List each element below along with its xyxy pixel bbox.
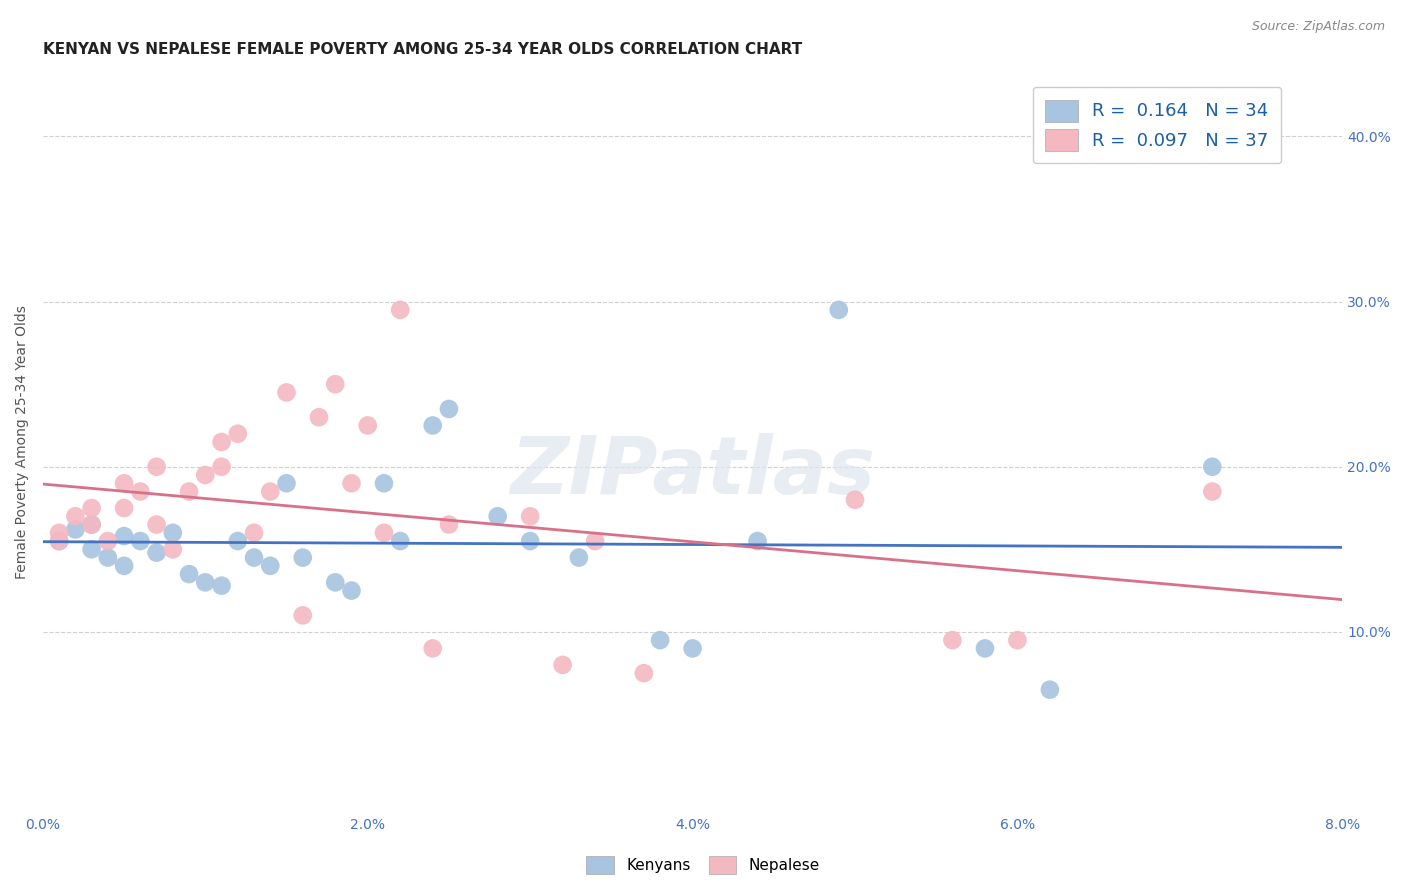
- Point: [633, 666, 655, 681]
- Point: [145, 546, 167, 560]
- Point: [389, 534, 412, 549]
- Point: [551, 657, 574, 672]
- Point: [177, 484, 200, 499]
- Point: [226, 534, 249, 549]
- Point: [162, 525, 184, 540]
- Point: [177, 567, 200, 582]
- Point: [747, 534, 769, 549]
- Point: [844, 492, 866, 507]
- Text: KENYAN VS NEPALESE FEMALE POVERTY AMONG 25-34 YEAR OLDS CORRELATION CHART: KENYAN VS NEPALESE FEMALE POVERTY AMONG …: [44, 42, 803, 57]
- Point: [145, 459, 167, 474]
- Point: [243, 550, 266, 565]
- Point: [112, 476, 135, 491]
- Y-axis label: Female Poverty Among 25-34 Year Olds: Female Poverty Among 25-34 Year Olds: [15, 305, 30, 579]
- Point: [519, 534, 541, 549]
- Point: [112, 558, 135, 573]
- Point: [519, 509, 541, 524]
- Point: [97, 550, 120, 565]
- Point: [276, 476, 298, 491]
- Point: [422, 418, 444, 433]
- Point: [97, 534, 120, 549]
- Point: [941, 633, 963, 648]
- Point: [80, 542, 103, 557]
- Point: [80, 501, 103, 516]
- Point: [129, 534, 152, 549]
- Point: [226, 426, 249, 441]
- Point: [291, 550, 314, 565]
- Legend: R =  0.164   N = 34, R =  0.097   N = 37: R = 0.164 N = 34, R = 0.097 N = 37: [1033, 87, 1281, 163]
- Point: [65, 509, 87, 524]
- Point: [80, 517, 103, 532]
- Point: [129, 484, 152, 499]
- Point: [112, 529, 135, 543]
- Point: [48, 534, 70, 549]
- Point: [162, 542, 184, 557]
- Point: [48, 525, 70, 540]
- Point: [373, 525, 395, 540]
- Point: [145, 517, 167, 532]
- Point: [437, 401, 460, 416]
- Legend: Kenyans, Nepalese: Kenyans, Nepalese: [581, 850, 825, 880]
- Point: [323, 377, 346, 392]
- Point: [243, 525, 266, 540]
- Text: ZIPatlas: ZIPatlas: [510, 433, 875, 511]
- Point: [373, 476, 395, 491]
- Point: [1201, 459, 1223, 474]
- Point: [828, 302, 851, 317]
- Point: [194, 575, 217, 590]
- Point: [211, 459, 233, 474]
- Point: [486, 509, 509, 524]
- Point: [276, 385, 298, 400]
- Point: [648, 633, 671, 648]
- Point: [48, 534, 70, 549]
- Point: [437, 517, 460, 532]
- Point: [211, 434, 233, 449]
- Point: [389, 302, 412, 317]
- Point: [291, 608, 314, 623]
- Point: [568, 550, 591, 565]
- Point: [112, 501, 135, 516]
- Point: [340, 476, 363, 491]
- Point: [259, 558, 281, 573]
- Point: [1201, 484, 1223, 499]
- Point: [357, 418, 380, 433]
- Text: Source: ZipAtlas.com: Source: ZipAtlas.com: [1251, 20, 1385, 33]
- Point: [583, 534, 606, 549]
- Point: [974, 641, 997, 656]
- Point: [65, 523, 87, 537]
- Point: [1007, 633, 1029, 648]
- Point: [308, 410, 330, 425]
- Point: [340, 583, 363, 598]
- Point: [422, 641, 444, 656]
- Point: [1039, 682, 1062, 697]
- Point: [682, 641, 704, 656]
- Point: [194, 468, 217, 483]
- Point: [211, 579, 233, 593]
- Point: [80, 517, 103, 532]
- Point: [323, 575, 346, 590]
- Point: [259, 484, 281, 499]
